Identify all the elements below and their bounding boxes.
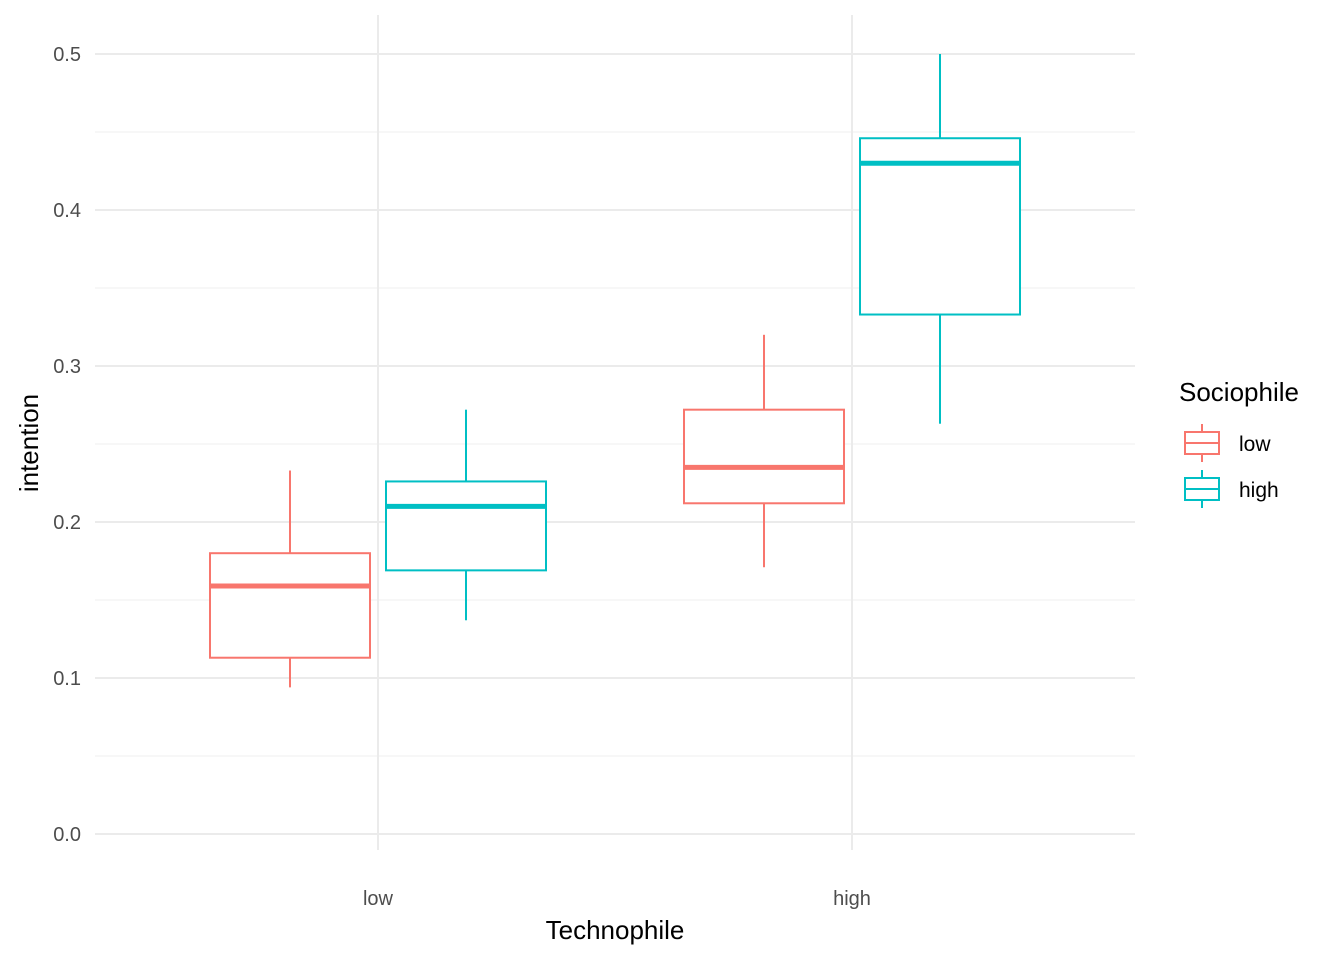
x-tick-label: low: [363, 888, 394, 910]
box-iqr: [209, 552, 371, 659]
y-axis-tick-labels: 0.0 0.1 0.2 0.3 0.4 0.5: [53, 44, 81, 846]
box-iqr: [385, 480, 547, 572]
legend-keys: low high: [1184, 424, 1279, 508]
legend-item-high: high: [1184, 470, 1279, 508]
y-tick-label: 0.1: [53, 668, 81, 690]
x-axis-title: Technophile: [546, 915, 685, 945]
y-tick-label: 0.0: [53, 824, 81, 846]
y-tick-label: 0.2: [53, 512, 81, 534]
boxes: [209, 54, 1021, 688]
legend-item-low: low: [1184, 424, 1271, 462]
box-iqr: [683, 408, 845, 505]
y-tick-label: 0.4: [53, 200, 81, 222]
y-tick-label: 0.3: [53, 356, 81, 378]
x-axis-tick-labels: low high: [363, 888, 871, 910]
box-iqr: [859, 137, 1021, 316]
legend-title: Sociophile: [1179, 377, 1299, 407]
box-low-high: [683, 334, 845, 568]
y-tick-label: 0.5: [53, 44, 81, 66]
legend: Sociophile low high: [1179, 377, 1299, 508]
box-high-high: [859, 54, 1021, 424]
box-high-low: [385, 409, 547, 621]
legend-label: high: [1239, 479, 1279, 502]
box-low-low: [209, 470, 371, 688]
x-tick-label: high: [833, 888, 871, 910]
y-axis-title: intention: [14, 394, 44, 492]
legend-label: low: [1239, 433, 1271, 456]
